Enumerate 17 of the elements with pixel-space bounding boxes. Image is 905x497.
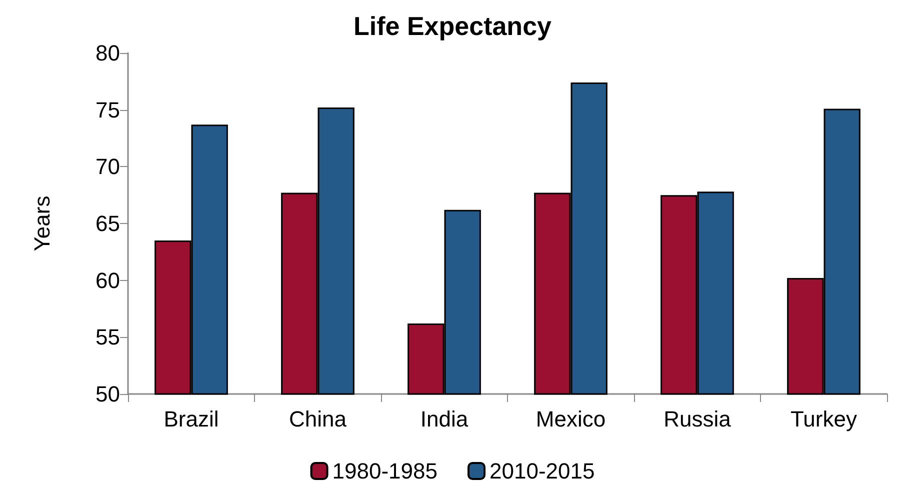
x-tick-label: Mexico xyxy=(536,406,606,432)
y-tick-label: 55 xyxy=(96,324,120,350)
x-tick-label: India xyxy=(420,406,469,432)
y-tick-label: 65 xyxy=(96,211,120,236)
y-tick-label: 75 xyxy=(96,97,120,122)
legend-label: 1980-1985 xyxy=(332,458,438,484)
y-tick-label: 80 xyxy=(96,40,120,66)
legend-label: 2010-2015 xyxy=(490,458,595,484)
x-tick-label: Russia xyxy=(664,406,732,432)
y-tick-label: 70 xyxy=(96,154,120,180)
x-tick-label: Turkey xyxy=(790,406,857,432)
x-tick-label: China xyxy=(289,406,348,432)
chart-title: Life Expectancy xyxy=(354,11,552,41)
x-tick-label: Brazil xyxy=(164,406,219,432)
y-tick-label: 50 xyxy=(96,382,120,406)
y-tick-label: 60 xyxy=(96,268,120,293)
y-axis-title: Years xyxy=(30,196,54,252)
